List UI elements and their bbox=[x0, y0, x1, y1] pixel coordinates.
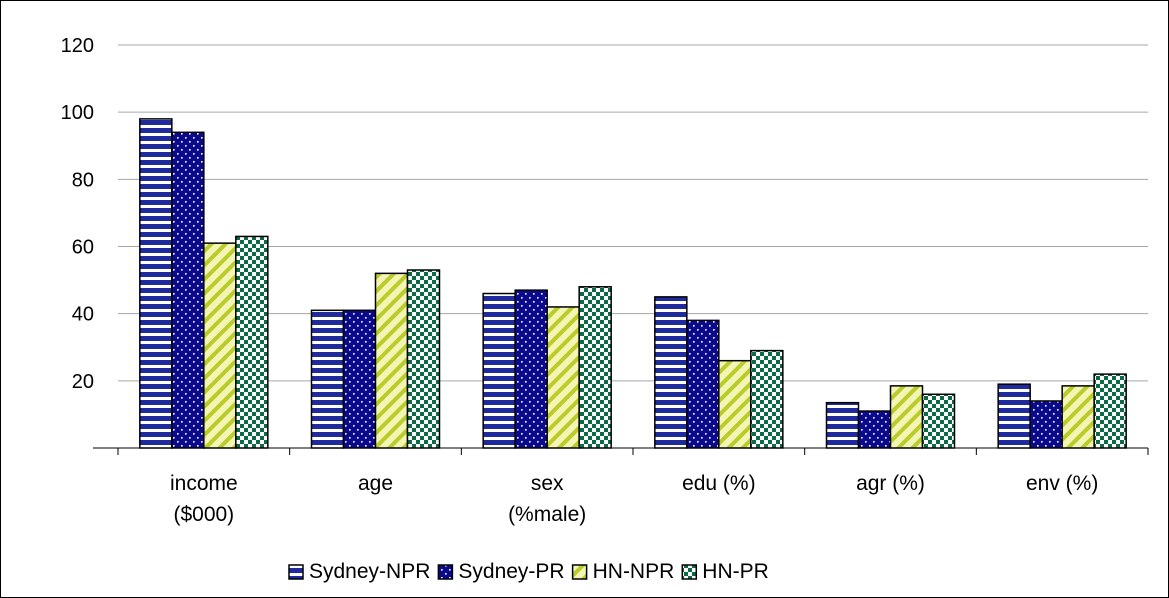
legend-label: Sydney-NPR bbox=[309, 560, 430, 583]
y-tick-label: 40 bbox=[72, 304, 94, 326]
bar-sydney-pr bbox=[686, 319, 720, 449]
bar-hn-npr bbox=[374, 272, 409, 449]
bar-hn-npr bbox=[889, 385, 924, 449]
x-category-label: income bbox=[170, 472, 238, 495]
y-tick-label: 60 bbox=[72, 237, 94, 259]
bar-sydney-pr bbox=[1029, 400, 1063, 449]
bars bbox=[139, 118, 1127, 449]
x-category-label: agr (%) bbox=[856, 472, 925, 495]
bar-sydney-npr bbox=[654, 296, 688, 449]
bar-hn-npr bbox=[1061, 385, 1095, 449]
x-category-label: sex bbox=[531, 472, 564, 495]
x-category-label: env (%) bbox=[1026, 472, 1098, 495]
y-tick-label: 20 bbox=[72, 371, 94, 393]
bar-hn-npr bbox=[718, 359, 752, 449]
x-category-label: ($000) bbox=[173, 503, 234, 526]
bar-hn-pr bbox=[750, 349, 784, 449]
x-category-label: edu (%) bbox=[682, 472, 756, 495]
legend-label: Sydney-PR bbox=[458, 560, 564, 583]
bar-sydney-pr bbox=[857, 410, 892, 449]
bar-sydney-npr bbox=[310, 309, 345, 449]
bar-hn-pr bbox=[921, 393, 956, 449]
axes bbox=[93, 447, 1149, 455]
y-tick-label: 100 bbox=[61, 102, 94, 124]
bar-hn-pr bbox=[1093, 373, 1127, 449]
labels: 20 40 60 80 100 120 income ($000) age sex (%male) e… bbox=[61, 35, 1099, 526]
bar-sydney-npr bbox=[139, 118, 173, 449]
legend-swatch bbox=[288, 564, 304, 580]
bar-hn-pr bbox=[406, 269, 441, 449]
legend: Sydney-NPR Sydney-PR HN-NPR HN-PR bbox=[288, 560, 769, 583]
bar-hn-pr bbox=[578, 286, 612, 449]
legend-label: HN-NPR bbox=[593, 560, 675, 583]
x-category-label: age bbox=[358, 472, 393, 495]
bar-sydney-pr bbox=[342, 309, 377, 449]
legend-swatch bbox=[437, 564, 454, 580]
bar-hn-npr bbox=[546, 306, 580, 449]
bar-sydney-npr bbox=[997, 383, 1031, 449]
bar-hn-npr bbox=[203, 242, 237, 449]
bar-sydney-npr bbox=[482, 292, 516, 449]
bar-sydney-pr bbox=[171, 131, 205, 449]
y-tick-label: 80 bbox=[72, 169, 94, 191]
legend-swatch bbox=[571, 564, 588, 580]
x-category-label: (%male) bbox=[508, 503, 586, 526]
y-tick-label: 120 bbox=[61, 35, 94, 57]
legend-swatch bbox=[681, 564, 698, 580]
bar-hn-pr bbox=[235, 235, 269, 449]
bar-sydney-npr bbox=[825, 401, 860, 449]
grid-lines bbox=[118, 44, 1148, 382]
bar-sydney-pr bbox=[514, 289, 548, 449]
legend-label: HN-PR bbox=[702, 560, 769, 583]
